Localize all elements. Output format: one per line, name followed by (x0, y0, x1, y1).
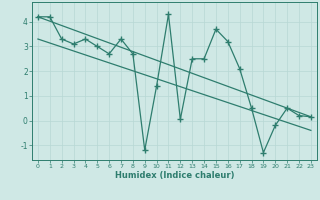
X-axis label: Humidex (Indice chaleur): Humidex (Indice chaleur) (115, 171, 234, 180)
